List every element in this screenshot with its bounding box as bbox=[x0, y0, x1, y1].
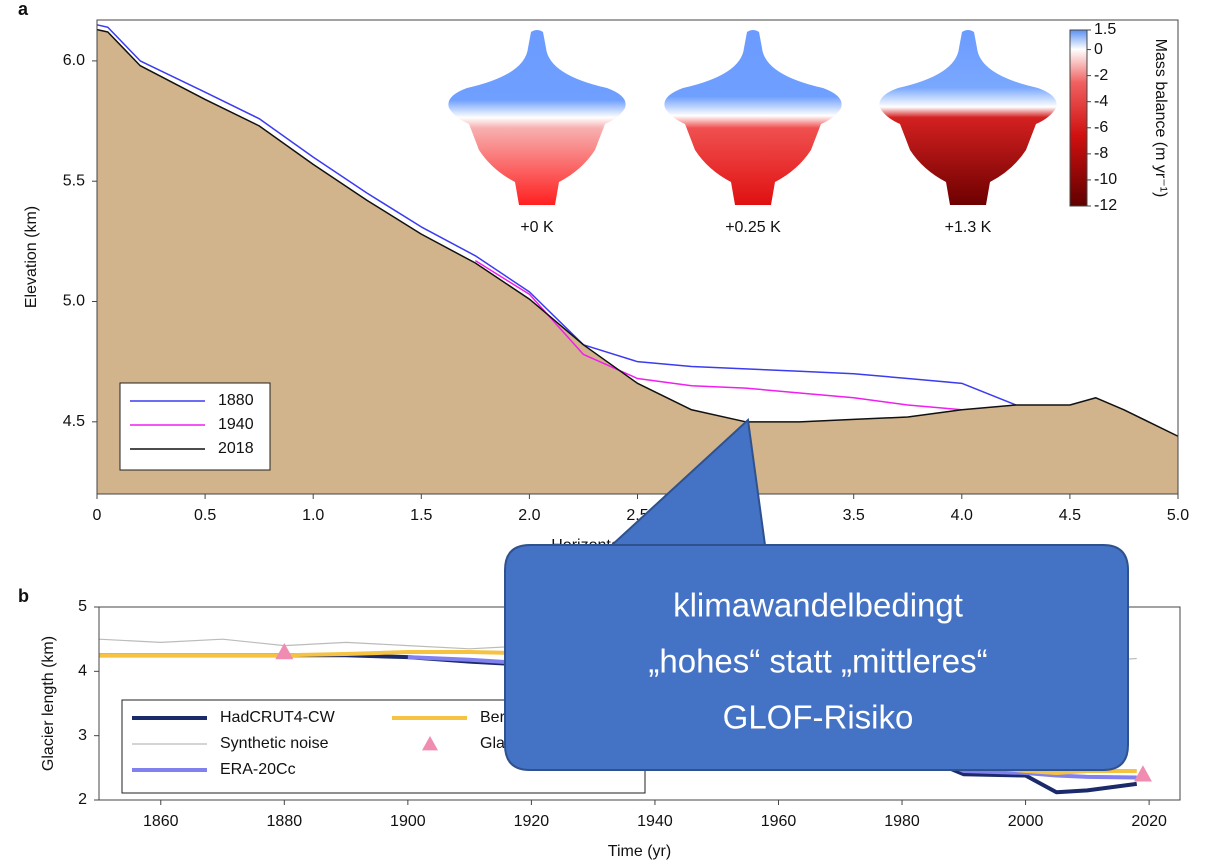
panel-label: a bbox=[18, 0, 29, 19]
y-tick-label: 5.0 bbox=[63, 293, 85, 310]
x-tick-label: 5.0 bbox=[1167, 507, 1189, 524]
legend-label: 1880 bbox=[218, 392, 254, 409]
inset-label: +0.25 K bbox=[725, 219, 781, 236]
x-tick-label: 1920 bbox=[514, 813, 550, 830]
colorbar-tick-label: 1.5 bbox=[1094, 21, 1116, 38]
y-tick-label: 4 bbox=[78, 663, 87, 680]
colorbar-tick-label: 0 bbox=[1094, 41, 1103, 58]
glacier-inset bbox=[448, 30, 625, 205]
page: {"chart_data": [ {"type": "line", "panel… bbox=[0, 0, 1216, 868]
y-tick-label: 2 bbox=[78, 791, 87, 808]
legend-label: Synthetic noise bbox=[220, 735, 329, 752]
y-axis-label: Elevation (km) bbox=[23, 206, 40, 308]
colorbar bbox=[1070, 30, 1087, 206]
legend-label: 2018 bbox=[218, 440, 254, 457]
x-tick-label: 0.5 bbox=[194, 507, 216, 524]
colorbar-label: Mass balance (m yr⁻¹) bbox=[1152, 39, 1169, 198]
panel-label: b bbox=[18, 586, 29, 606]
legend-label: HadCRUT4-CW bbox=[220, 709, 336, 726]
x-axis-label: Time (yr) bbox=[608, 843, 671, 860]
callout-text: GLOF-Risiko bbox=[723, 699, 914, 736]
x-tick-label: 1980 bbox=[884, 813, 920, 830]
colorbar-tick-label: -6 bbox=[1094, 119, 1108, 136]
x-tick-label: 1860 bbox=[143, 813, 179, 830]
y-tick-label: 3 bbox=[78, 727, 87, 744]
glacier-inset bbox=[879, 30, 1056, 205]
legend-label: ERA-20Cc bbox=[220, 761, 296, 778]
colorbar-tick-label: -8 bbox=[1094, 145, 1108, 162]
x-tick-label: 1900 bbox=[390, 813, 426, 830]
inset-label: +1.3 K bbox=[945, 219, 992, 236]
y-tick-label: 5 bbox=[78, 598, 87, 615]
x-tick-label: 2.0 bbox=[518, 507, 540, 524]
colorbar-tick-label: -12 bbox=[1094, 197, 1117, 214]
legend-label: 1940 bbox=[218, 416, 254, 433]
x-tick-label: 4.5 bbox=[1059, 507, 1081, 524]
x-tick-label: 2000 bbox=[1008, 813, 1044, 830]
y-tick-label: 5.5 bbox=[63, 172, 85, 189]
colorbar-tick-label: -4 bbox=[1094, 93, 1108, 110]
glacier-inset bbox=[664, 30, 841, 205]
x-tick-label: 1.0 bbox=[302, 507, 324, 524]
y-axis-label: Glacier length (km) bbox=[40, 636, 57, 771]
x-tick-label: 0 bbox=[93, 507, 102, 524]
callout-text: klimawandelbedingt bbox=[673, 587, 963, 624]
x-tick-label: 1.5 bbox=[410, 507, 432, 524]
x-tick-label: 4.0 bbox=[951, 507, 973, 524]
marker bbox=[1134, 765, 1152, 781]
callout-text: „hohes“ statt „mittleres“ bbox=[648, 643, 987, 680]
x-tick-label: 1940 bbox=[637, 813, 673, 830]
colorbar-tick-label: -10 bbox=[1094, 171, 1117, 188]
x-tick-label: 3.5 bbox=[843, 507, 865, 524]
x-tick-label: 1960 bbox=[761, 813, 797, 830]
figure: a00.51.01.52.02.53.03.54.04.55.04.55.05.… bbox=[0, 0, 1216, 868]
inset-label: +0 K bbox=[520, 219, 554, 236]
x-tick-label: 1880 bbox=[267, 813, 303, 830]
colorbar-tick-label: -2 bbox=[1094, 67, 1108, 84]
y-tick-label: 6.0 bbox=[63, 52, 85, 69]
y-tick-label: 4.5 bbox=[63, 413, 85, 430]
x-tick-label: 2020 bbox=[1131, 813, 1167, 830]
